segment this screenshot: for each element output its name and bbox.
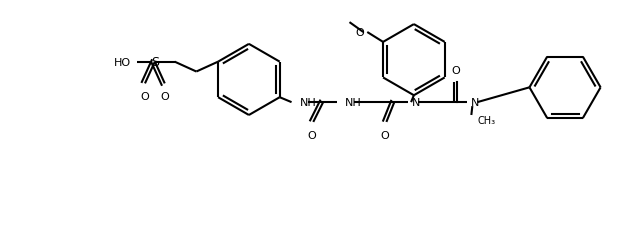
- Text: N: N: [412, 98, 421, 108]
- Text: CH₃: CH₃: [477, 115, 495, 125]
- Text: O: O: [451, 66, 460, 76]
- Text: O: O: [355, 28, 365, 38]
- Text: NH: NH: [345, 98, 362, 108]
- Text: N: N: [471, 98, 480, 108]
- Text: O: O: [160, 92, 169, 102]
- Text: HO: HO: [114, 57, 131, 67]
- Text: NH: NH: [299, 98, 316, 108]
- Text: S: S: [151, 56, 159, 69]
- Text: O: O: [140, 92, 149, 102]
- Text: O: O: [380, 130, 389, 140]
- Text: O: O: [307, 130, 316, 140]
